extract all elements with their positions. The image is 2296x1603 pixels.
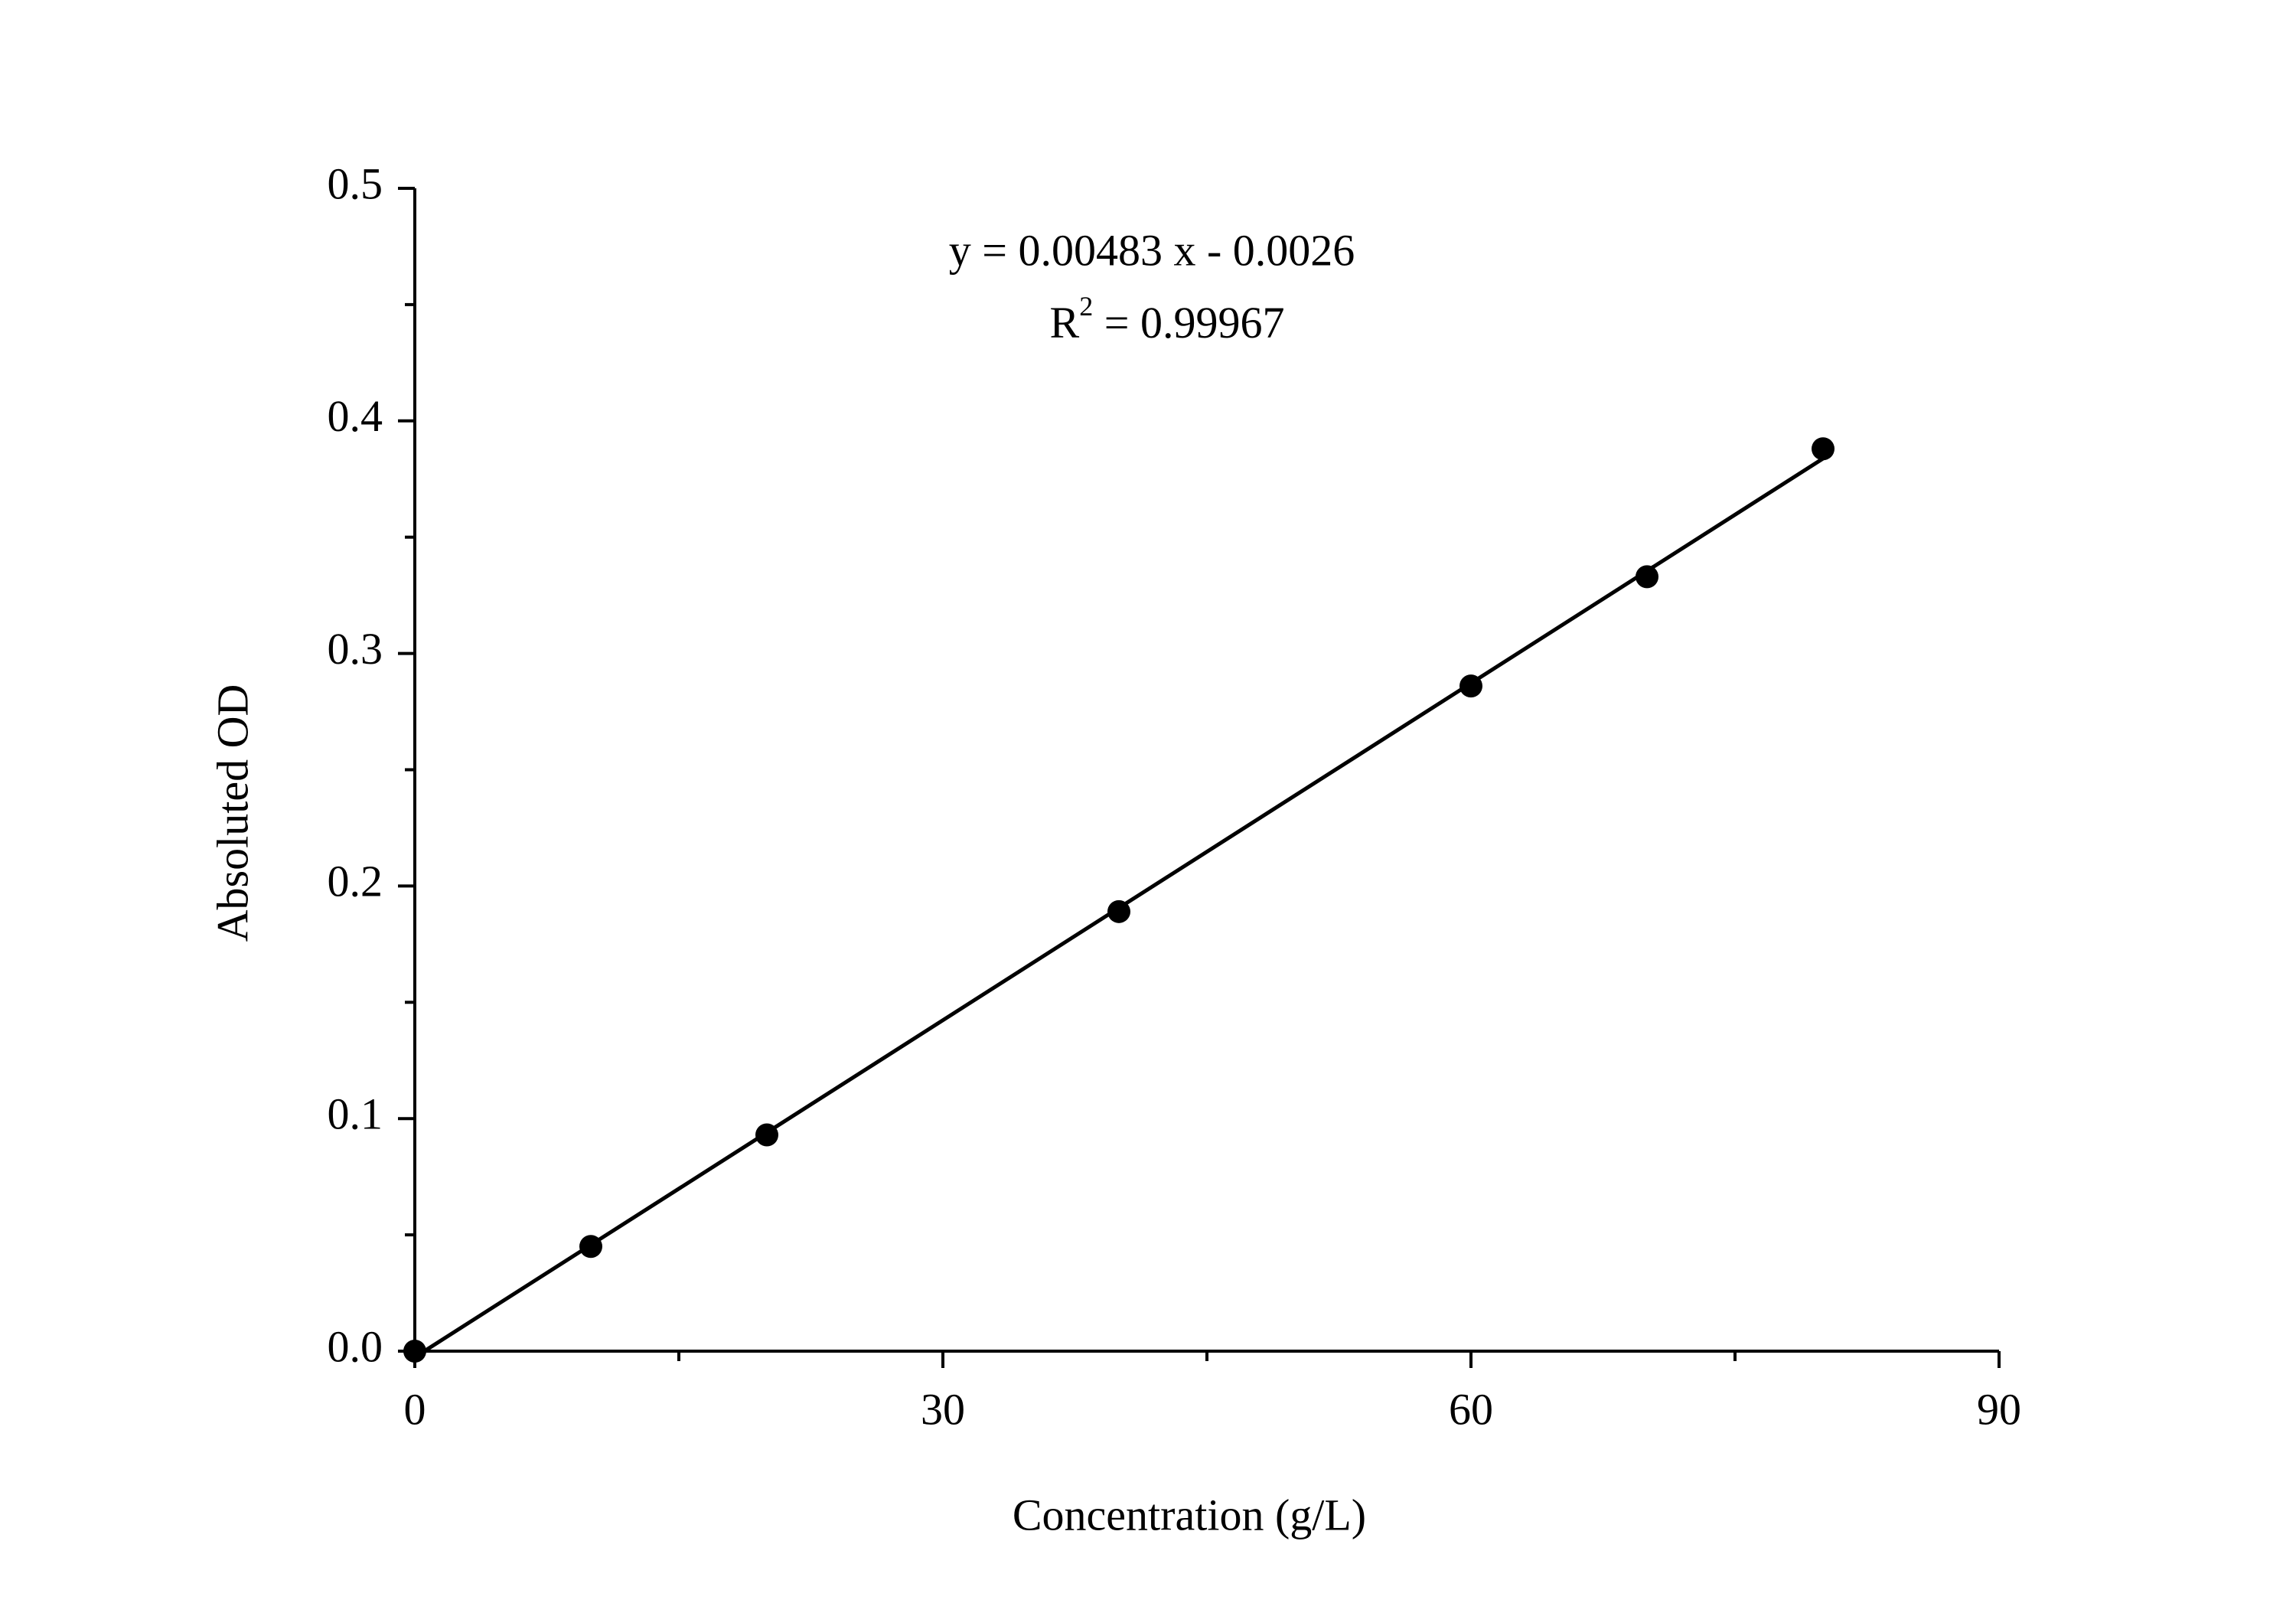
r-symbol: R: [1050, 298, 1080, 348]
y-tick-label: 0.4: [328, 391, 383, 441]
y-tick-label: 0.0: [328, 1321, 383, 1371]
r-value: = 0.99967: [1093, 298, 1284, 348]
x-tick-label: 30: [921, 1384, 965, 1434]
equation: y = 0.00483 x - 0.0026: [949, 225, 1355, 275]
y-axis-label: Absoluted OD: [207, 684, 257, 942]
y-tick-label: 0.1: [328, 1089, 383, 1139]
data-point: [403, 1340, 426, 1363]
data-point: [1107, 899, 1130, 923]
data-point: [579, 1235, 602, 1259]
r-exponent: 2: [1079, 291, 1093, 322]
x-tick-label: 0: [404, 1384, 426, 1434]
data-point: [1636, 565, 1658, 589]
data-point: [1812, 437, 1835, 461]
x-tick-label: 90: [1977, 1384, 2021, 1434]
data-point: [755, 1123, 778, 1147]
x-tick-label: 60: [1449, 1384, 1493, 1434]
y-tick-label: 0.2: [328, 857, 383, 906]
x-axis-label: Concentration (g/L): [1013, 1490, 1366, 1539]
y-tick-label: 0.3: [328, 624, 383, 674]
y-tick-label: 0.5: [328, 158, 383, 208]
data-point: [1459, 674, 1482, 698]
r-squared: R2 = 0.99967: [1050, 291, 1285, 348]
